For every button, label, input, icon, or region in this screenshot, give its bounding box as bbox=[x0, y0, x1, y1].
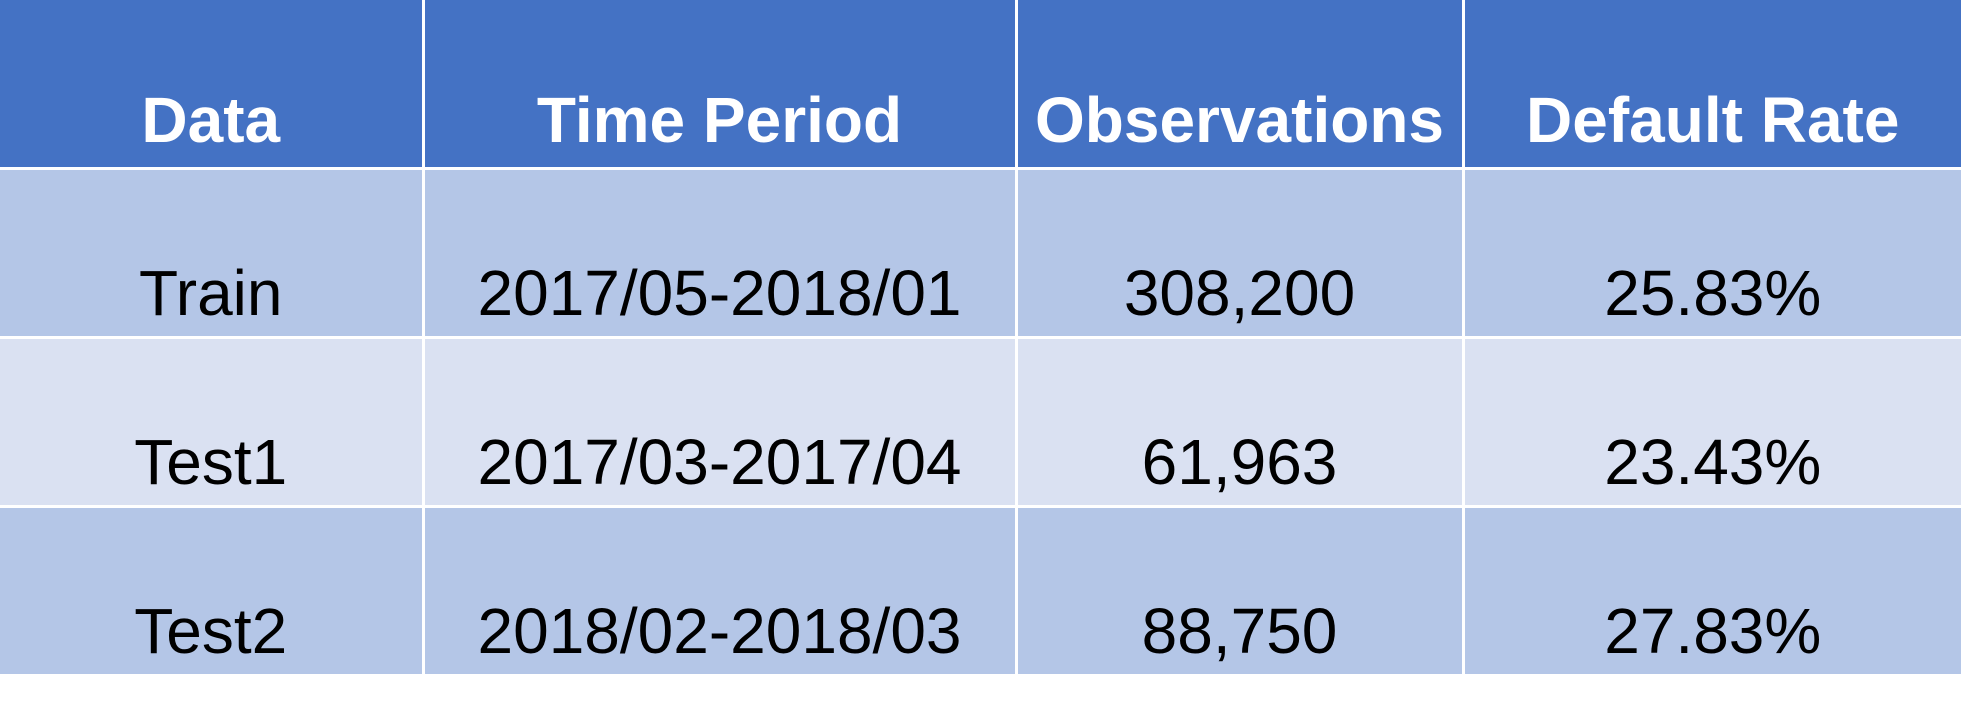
cell-observations: 88,750 bbox=[1014, 504, 1465, 677]
cell-observations: 308,200 bbox=[1014, 166, 1465, 339]
header-observations: Observations bbox=[1014, 0, 1465, 170]
cell-time-period: 2017/05-2018/01 bbox=[421, 166, 1018, 339]
cell-observations: 61,963 bbox=[1014, 335, 1465, 508]
cell-time-period: 2018/02-2018/03 bbox=[421, 504, 1018, 677]
cell-data: Train bbox=[0, 166, 425, 339]
table-row: Train 2017/05-2018/01 308,200 25.83% bbox=[0, 166, 1961, 339]
cell-data: Test2 bbox=[0, 504, 425, 677]
table-header-row: Data Time Period Observations Default Ra… bbox=[0, 0, 1961, 170]
header-default-rate: Default Rate bbox=[1461, 0, 1961, 170]
table-row: Test1 2017/03-2017/04 61,963 23.43% bbox=[0, 335, 1961, 508]
header-time-period: Time Period bbox=[421, 0, 1018, 170]
dataset-summary-table: Data Time Period Observations Default Ra… bbox=[0, 0, 1961, 677]
header-data: Data bbox=[0, 0, 425, 170]
table-row: Test2 2018/02-2018/03 88,750 27.83% bbox=[0, 504, 1961, 677]
cell-data: Test1 bbox=[0, 335, 425, 508]
cell-default-rate: 27.83% bbox=[1461, 504, 1961, 677]
cell-time-period: 2017/03-2017/04 bbox=[421, 335, 1018, 508]
cell-default-rate: 25.83% bbox=[1461, 166, 1961, 339]
cell-default-rate: 23.43% bbox=[1461, 335, 1961, 508]
